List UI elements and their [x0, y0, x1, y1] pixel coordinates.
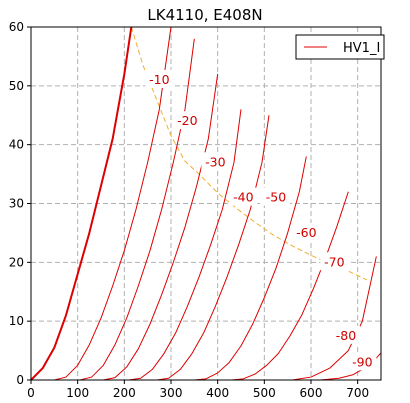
x-tick-label: 300 — [160, 386, 183, 400]
series-line-vgm40 — [128, 109, 242, 381]
y-tick-label: 30 — [9, 197, 24, 211]
x-tick-label: 200 — [113, 386, 136, 400]
y-tick-label: 20 — [9, 255, 24, 269]
series-line-vgm30 — [103, 73, 219, 381]
x-tick-label: 500 — [253, 386, 276, 400]
x-tick-label: 0 — [27, 386, 35, 400]
curve-label-bg — [201, 152, 230, 171]
series-line-vg0 — [30, 26, 133, 381]
x-tick-label: 100 — [66, 386, 89, 400]
series-lines — [30, 26, 382, 381]
curve-label: -90 — [352, 354, 372, 369]
series-line-vgm10 — [54, 26, 172, 381]
legend-label: HV1_I — [343, 41, 380, 56]
y-tick-label: 0 — [16, 373, 24, 387]
curve-label: -80 — [336, 328, 356, 343]
chart-title: LK4110, E408N — [147, 6, 262, 24]
y-tick-label: 50 — [9, 79, 24, 93]
curve-label: -40 — [233, 190, 253, 205]
curve-label-bg — [320, 252, 349, 271]
curve-label-bg — [332, 325, 360, 344]
curve-label: -70 — [324, 254, 344, 269]
legend: HV1_I — [295, 34, 385, 60]
x-tick-label: 700 — [346, 386, 369, 400]
x-tick-label: 600 — [300, 386, 323, 400]
curve-label: -20 — [177, 113, 197, 128]
axis-ticks: 0 100 200 300 400 500 600 700 0 10 20 30 40 50 60 — [9, 20, 369, 400]
series-line-vgm70 — [231, 191, 349, 381]
curve-label-bg — [145, 69, 174, 88]
series-line-vgm80 — [292, 256, 377, 381]
curve-label: -10 — [149, 72, 169, 87]
curve-label: -30 — [205, 154, 225, 169]
y-tick-label: 10 — [9, 314, 24, 328]
y-tick-label: 40 — [9, 138, 24, 152]
y-tick-label: 60 — [9, 20, 24, 34]
x-tick-label: 400 — [206, 386, 229, 400]
curve-label-bg — [173, 111, 202, 130]
curve-label-bg — [348, 352, 377, 371]
series-line-vgm60 — [194, 156, 307, 381]
series-line-vgm20 — [79, 38, 195, 381]
curve-label: -60 — [296, 225, 316, 240]
curve-label: -50 — [266, 190, 286, 205]
curve-label-bg — [262, 187, 290, 206]
curve-labels: -10 -20 -30 -40 -50 -60 -70 -80 -90 — [145, 69, 377, 371]
curve-label-bg — [292, 222, 321, 241]
curve-label-bg — [229, 187, 258, 206]
